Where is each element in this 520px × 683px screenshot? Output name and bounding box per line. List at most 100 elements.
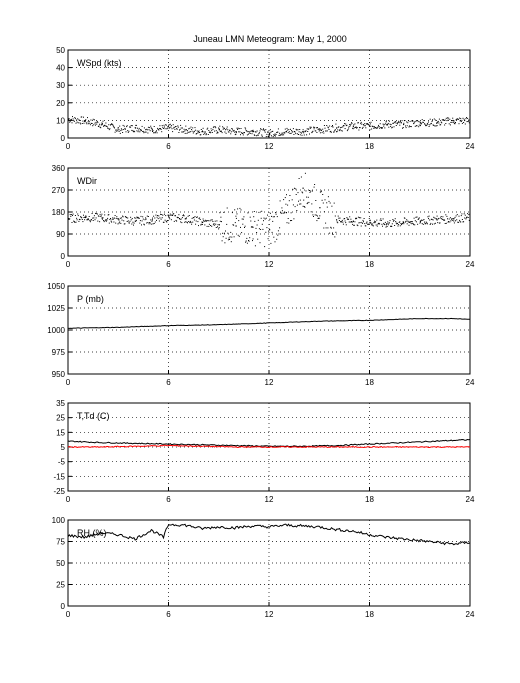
- data-point: [194, 127, 196, 129]
- data-point: [377, 126, 379, 128]
- data-point: [282, 132, 284, 134]
- data-point: [170, 125, 172, 127]
- data-point: [136, 216, 138, 218]
- data-point: [368, 124, 370, 126]
- data-point: [162, 128, 164, 129]
- data-point: [438, 222, 440, 224]
- data-point: [189, 131, 191, 133]
- data-point: [201, 221, 203, 223]
- data-point: [423, 120, 425, 122]
- data-point: [187, 130, 188, 132]
- data-point: [318, 130, 320, 132]
- data-point: [218, 128, 220, 130]
- data-point: [114, 215, 116, 216]
- data-point: [301, 134, 303, 136]
- data-point: [422, 219, 424, 221]
- data-point: [341, 130, 343, 132]
- data-point: [73, 220, 75, 222]
- data-point: [214, 126, 216, 128]
- data-point: [254, 245, 256, 247]
- data-point: [332, 234, 334, 235]
- data-point: [141, 220, 143, 222]
- data-point: [372, 126, 374, 128]
- data-point: [245, 128, 247, 130]
- data-point: [250, 130, 252, 132]
- data-point: [368, 218, 370, 220]
- data-point: [402, 127, 404, 128]
- series-wspd: [68, 116, 470, 138]
- data-point: [191, 130, 193, 132]
- data-point: [93, 217, 95, 219]
- data-point: [265, 217, 267, 219]
- data-point: [380, 127, 382, 128]
- data-point: [452, 219, 454, 221]
- data-point: [247, 131, 249, 133]
- data-point: [383, 222, 385, 224]
- data-point: [417, 219, 419, 220]
- data-point: [248, 240, 250, 242]
- data-point: [160, 128, 161, 130]
- data-point: [244, 132, 245, 134]
- data-point: [395, 222, 397, 224]
- data-point: [162, 221, 164, 223]
- data-point: [415, 216, 417, 218]
- data-point: [303, 199, 305, 201]
- data-point: [319, 129, 321, 131]
- data-point: [463, 221, 465, 223]
- series-line-rh-0: [68, 523, 470, 546]
- data-point: [248, 133, 249, 135]
- data-point: [68, 218, 70, 220]
- y-tick-label: 1050: [47, 282, 65, 291]
- data-point: [280, 134, 282, 136]
- data-point: [305, 190, 307, 192]
- data-point: [168, 124, 170, 126]
- data-point: [406, 121, 408, 123]
- data-point: [410, 222, 412, 224]
- data-point: [69, 120, 71, 122]
- data-point: [112, 124, 114, 126]
- data-point: [88, 123, 90, 125]
- data-point: [391, 127, 393, 129]
- data-point: [310, 126, 312, 128]
- data-point: [283, 131, 285, 133]
- data-point: [118, 218, 119, 220]
- data-point: [70, 119, 72, 121]
- data-point: [460, 221, 462, 223]
- data-point: [71, 222, 73, 223]
- data-point: [124, 223, 126, 225]
- data-point: [224, 131, 226, 133]
- data-point: [448, 123, 450, 125]
- data-point: [130, 126, 132, 128]
- x-tick-label: 12: [265, 260, 274, 269]
- data-point: [418, 218, 420, 220]
- data-point: [173, 220, 175, 222]
- data-point: [237, 129, 239, 130]
- data-point: [234, 209, 236, 211]
- data-point: [309, 190, 310, 191]
- data-point: [373, 128, 375, 129]
- data-point: [246, 134, 248, 136]
- data-point: [469, 213, 470, 215]
- data-point: [413, 224, 415, 226]
- data-point: [297, 129, 299, 131]
- data-point: [296, 210, 298, 211]
- data-point: [122, 132, 124, 133]
- data-point: [194, 216, 196, 218]
- data-point: [118, 129, 120, 131]
- data-point: [125, 216, 127, 218]
- data-point: [275, 212, 276, 214]
- data-point: [333, 131, 335, 133]
- x-tick-label: 24: [466, 260, 475, 269]
- data-point: [233, 224, 235, 226]
- data-point: [76, 121, 78, 123]
- data-point: [90, 219, 92, 221]
- data-point: [307, 128, 309, 130]
- data-point: [403, 221, 405, 223]
- data-point: [214, 220, 216, 222]
- data-point: [361, 222, 363, 224]
- data-point: [77, 213, 79, 215]
- data-point: [256, 135, 258, 137]
- data-point: [121, 219, 123, 221]
- data-point: [81, 219, 83, 220]
- data-point: [448, 218, 450, 220]
